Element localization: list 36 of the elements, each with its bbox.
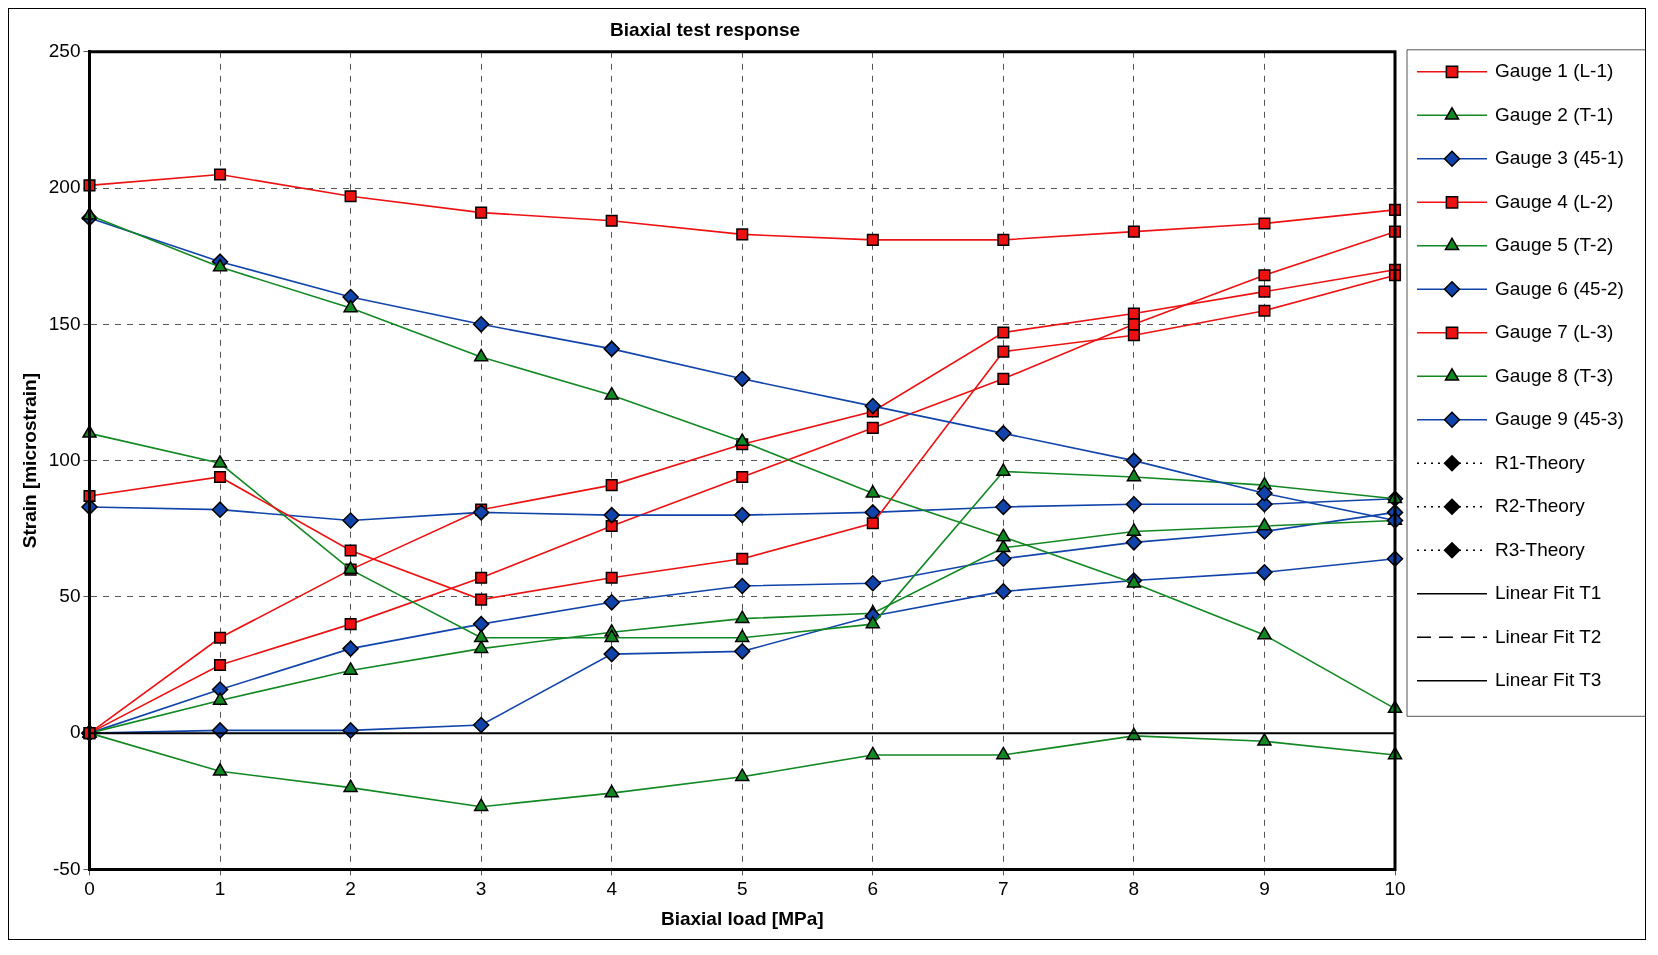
legend-label: Gauge 5 (T-2) bbox=[1495, 234, 1614, 256]
x-tick-label: 7 bbox=[998, 878, 1009, 900]
legend-label: Linear Fit T1 bbox=[1495, 582, 1602, 604]
y-tick-label: 0 bbox=[69, 721, 81, 743]
legend-label: Gauge 1 (L-1) bbox=[1495, 60, 1614, 82]
legend-label: R2-Theory bbox=[1495, 495, 1586, 517]
x-axis-title: Biaxial load [MPa] bbox=[660, 907, 824, 929]
y-tick-label: -50 bbox=[53, 857, 81, 879]
x-tick-label: 3 bbox=[475, 878, 487, 900]
legend-label: Gauge 7 (L-3) bbox=[1495, 321, 1614, 343]
legend-label: Gauge 6 (45-2) bbox=[1495, 277, 1624, 299]
legend-label: Gauge 3 (45-1) bbox=[1495, 147, 1624, 169]
y-tick-label: 150 bbox=[48, 312, 81, 334]
legend-label: Linear Fit T2 bbox=[1495, 625, 1602, 647]
x-tick-label: 9 bbox=[1259, 878, 1270, 900]
legend-label: Gauge 4 (L-2) bbox=[1495, 190, 1614, 212]
legend-label: Linear Fit T3 bbox=[1495, 669, 1602, 691]
y-tick-label: 100 bbox=[48, 448, 81, 470]
x-tick-label: 8 bbox=[1128, 878, 1140, 900]
y-tick-label: 200 bbox=[48, 176, 81, 198]
x-tick-label: 1 bbox=[214, 878, 226, 900]
x-tick-label: 10 bbox=[1384, 878, 1406, 900]
x-tick-label: 4 bbox=[606, 878, 618, 900]
y-tick-label: 250 bbox=[48, 40, 81, 62]
x-tick-label: 6 bbox=[867, 878, 879, 900]
chart-title: Biaxial test response bbox=[609, 18, 801, 40]
legend-label: Gauge 8 (T-3) bbox=[1495, 364, 1614, 386]
legend-label: Gauge 2 (T-1) bbox=[1495, 103, 1614, 125]
x-tick-label: 5 bbox=[736, 878, 748, 900]
legend-label: R3-Theory bbox=[1495, 538, 1586, 560]
y-axis-title: Strain [microstrain] bbox=[18, 372, 40, 549]
x-tick-label: 0 bbox=[84, 878, 95, 900]
x-tick-label: 2 bbox=[345, 878, 356, 900]
legend-label: Gauge 9 (45-3) bbox=[1495, 408, 1624, 430]
legend-label: R1-Theory bbox=[1495, 451, 1586, 473]
y-tick-label: 50 bbox=[59, 585, 81, 607]
